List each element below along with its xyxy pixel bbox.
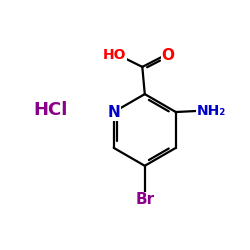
Text: HCl: HCl (34, 101, 68, 119)
Text: HO: HO (102, 48, 126, 62)
Text: O: O (162, 48, 174, 63)
Text: Br: Br (135, 192, 154, 208)
Text: NH₂: NH₂ (196, 104, 226, 118)
Text: N: N (107, 104, 120, 120)
